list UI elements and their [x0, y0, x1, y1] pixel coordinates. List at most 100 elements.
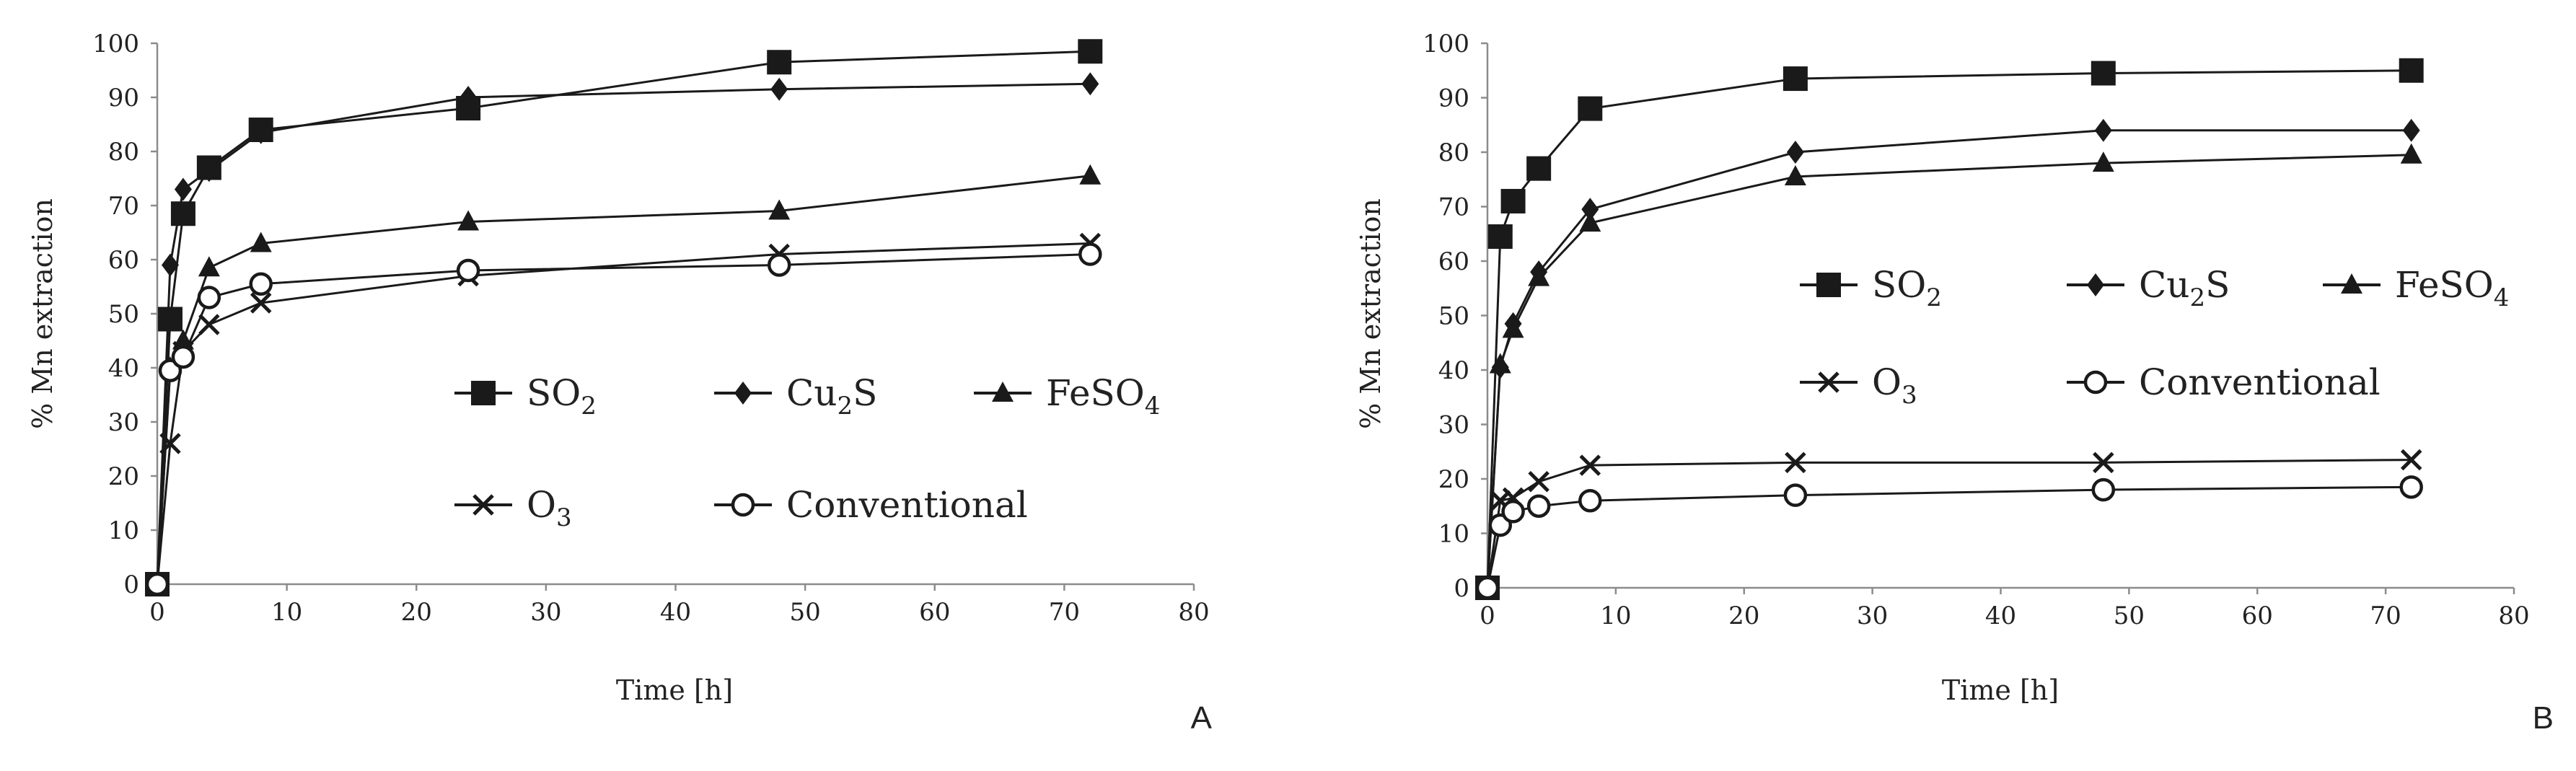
x-tick-label: 60: [2242, 602, 2273, 630]
legend-item-feso4: FeSO4: [2323, 264, 2509, 312]
y-tick-label: 70: [108, 192, 139, 221]
data-point-so2: [1500, 188, 1526, 213]
x-tick-label: 60: [919, 598, 950, 627]
data-point-conventional: [456, 258, 480, 283]
series-o3: [1477, 449, 2422, 599]
legend-marker-cu2s: [734, 382, 752, 405]
x-tick-label: 0: [149, 598, 165, 627]
x-tick-label: 0: [1480, 602, 1495, 630]
x-tick-label: 30: [1857, 602, 1888, 630]
data-point-conventional: [1501, 500, 1525, 524]
data-point-so2: [170, 201, 195, 226]
x-tick-label: 40: [660, 598, 691, 627]
legend-label-conventional: Conventional: [2139, 361, 2381, 403]
legend-marker-so2: [1816, 273, 1841, 297]
x-tick-label: 50: [2114, 602, 2145, 630]
data-point-feso4: [1502, 317, 1524, 338]
legend-label-o3: O3: [527, 484, 572, 532]
data-point-conventional: [2399, 475, 2423, 499]
data-point-cu2s: [1786, 141, 1804, 164]
x-tick-label: 40: [1985, 602, 2016, 630]
series-o3: [146, 232, 1102, 595]
x-axis-title: Time [h]: [1942, 674, 2059, 706]
data-point-so2: [2399, 58, 2424, 83]
chart-panel-a: 0 10 20 30 40 50 60 70 80 90 100 0 10 20 30 40 50 60 70 80 T…: [27, 30, 1213, 736]
data-point-feso4: [2092, 151, 2114, 172]
data-point-feso4: [250, 232, 272, 252]
data-point-o3: [1528, 471, 1549, 493]
data-point-conventional: [1578, 488, 1602, 513]
x-tick-label: 50: [789, 598, 820, 627]
x-tick-label: 30: [530, 598, 561, 627]
data-point-feso4: [768, 199, 791, 220]
y-axis-title: % Mn extraction: [1355, 198, 1386, 429]
x-tick-label: 20: [401, 598, 432, 627]
y-tick-label: 90: [108, 84, 139, 113]
data-point-feso4: [1079, 164, 1102, 185]
y-tick-label: 20: [1438, 465, 1469, 494]
series-line-cu2s: [1486, 129, 2412, 589]
data-point-o3: [159, 433, 181, 454]
data-point-feso4: [1489, 353, 1511, 374]
legend-item-o3: O3: [1800, 361, 1917, 410]
data-point-conventional: [767, 253, 791, 277]
legend-label-so2: SO2: [1872, 264, 1942, 312]
data-point-feso4: [1528, 265, 1550, 286]
legend-item-conventional: Conventional: [714, 484, 1028, 526]
y-tick-label: 80: [108, 138, 139, 167]
x-tick-label: 70: [1049, 598, 1080, 627]
data-point-o3: [1579, 454, 1601, 476]
y-tick-label: 70: [1438, 193, 1469, 222]
y-tick-label: 0: [1454, 574, 1469, 603]
legend-marker-conventional: [731, 493, 755, 517]
series-line-o3: [156, 242, 1091, 585]
data-point-o3: [1785, 451, 1806, 474]
series-feso4: [146, 164, 1102, 593]
x-axis-title: Time [h]: [616, 674, 733, 706]
panel-label: B: [2533, 700, 2554, 736]
data-point-so2: [767, 50, 792, 75]
data-point-conventional: [1783, 483, 1808, 507]
y-tick-label: 20: [108, 462, 139, 491]
y-tick-label: 100: [1423, 30, 1469, 58]
y-tick-label: 10: [108, 516, 139, 545]
data-point-cu2s: [1581, 198, 1599, 221]
data-point-conventional: [1526, 494, 1551, 518]
series-line-cu2s: [156, 82, 1091, 585]
legend-marker-so2: [471, 381, 496, 405]
series-line-so2: [1486, 69, 2412, 589]
y-tick-label: 10: [1438, 520, 1469, 549]
chart-panel-b: 0 10 20 30 40 50 60 70 80 90 100 0 10 20 30 40 50 60 70 80 T…: [1355, 30, 2554, 736]
legend-item-feso4: FeSO4: [974, 372, 1160, 420]
data-point-conventional: [2091, 477, 2116, 502]
data-point-feso4: [198, 256, 220, 277]
x-tick-label: 10: [271, 598, 302, 627]
data-point-conventional: [145, 572, 170, 596]
panel-label: A: [1191, 700, 1213, 736]
data-point-feso4: [1579, 211, 1601, 232]
legend-label-cu2s: Cu2S: [786, 372, 877, 420]
legend-marker-feso4: [992, 382, 1014, 402]
y-tick-label: 40: [1438, 356, 1469, 385]
legend: SO2 Cu2S FeSO4 O3 Conventional: [1800, 264, 2509, 410]
legend-label-feso4: FeSO4: [1046, 372, 1160, 420]
legend-item-so2: SO2: [454, 372, 597, 420]
data-point-conventional: [197, 286, 221, 309]
legend-marker-cu2s: [2087, 273, 2104, 296]
y-tick-label: 50: [1438, 302, 1469, 331]
y-tick-label: 30: [1438, 411, 1469, 440]
legend-item-cu2s: Cu2S: [714, 372, 877, 420]
data-point-conventional: [1078, 242, 1102, 266]
x-tick-label: 20: [1728, 602, 1759, 630]
x-tick-label: 70: [2370, 602, 2401, 630]
data-point-cu2s: [1081, 72, 1099, 96]
y-tick-label: 90: [1438, 84, 1469, 113]
data-point-feso4: [2400, 143, 2422, 164]
y-axis-title: % Mn extraction: [27, 198, 58, 429]
data-point-cu2s: [770, 77, 788, 101]
legend-item-conventional: Conventional: [2067, 361, 2381, 403]
data-point-feso4: [457, 210, 480, 231]
data-point-cu2s: [252, 120, 270, 144]
data-point-cu2s: [2402, 118, 2420, 142]
